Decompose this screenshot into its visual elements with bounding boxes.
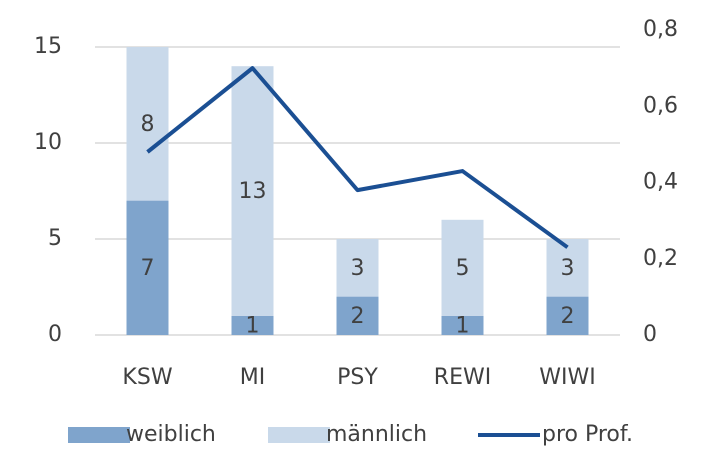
data-label: 2 <box>351 304 365 329</box>
y-tick-label: 15 <box>34 34 62 59</box>
data-label: 3 <box>561 256 575 281</box>
y-tick-label: 5 <box>48 226 62 251</box>
bar-segment <box>336 239 379 297</box>
y-tick-label: 0 <box>48 322 62 347</box>
bar-segment <box>546 296 589 335</box>
bar-segment <box>231 315 274 335</box>
data-label: 1 <box>456 313 470 338</box>
y2-tick-label: 0,4 <box>643 170 678 195</box>
bar-segment <box>336 296 379 335</box>
data-label: 13 <box>239 179 267 204</box>
x-tick-label: KSW <box>122 365 172 390</box>
x-tick-label: REWI <box>434 365 491 390</box>
legend-swatch <box>268 427 330 443</box>
bar-segment <box>126 47 169 201</box>
y2-tick-label: 0,6 <box>643 93 678 118</box>
y2-tick-label: 0,2 <box>643 246 678 271</box>
line-series <box>146 66 569 249</box>
legend-label: weiblich <box>126 422 216 447</box>
bar-segment <box>546 239 589 297</box>
data-label: 2 <box>561 304 575 329</box>
bar-segment <box>441 315 484 335</box>
bar-segment <box>441 219 484 316</box>
legend-label: pro Prof. <box>542 422 633 447</box>
y2-tick-label: 0,8 <box>643 17 678 42</box>
x-tick-label: WIWI <box>539 365 595 390</box>
bar-segment <box>231 66 274 316</box>
data-label: 1 <box>246 313 260 338</box>
data-label: 7 <box>141 256 155 281</box>
x-tick-label: PSY <box>337 365 378 390</box>
y2-tick-label: 0 <box>643 322 657 347</box>
legend-swatch <box>68 427 130 443</box>
bar-segment <box>126 200 169 335</box>
legend-label: männlich <box>326 422 427 447</box>
y-tick-label: 10 <box>34 130 62 155</box>
data-label: 5 <box>456 256 470 281</box>
data-label: 3 <box>351 256 365 281</box>
x-tick-label: MI <box>240 365 265 390</box>
data-label: 8 <box>141 112 155 137</box>
